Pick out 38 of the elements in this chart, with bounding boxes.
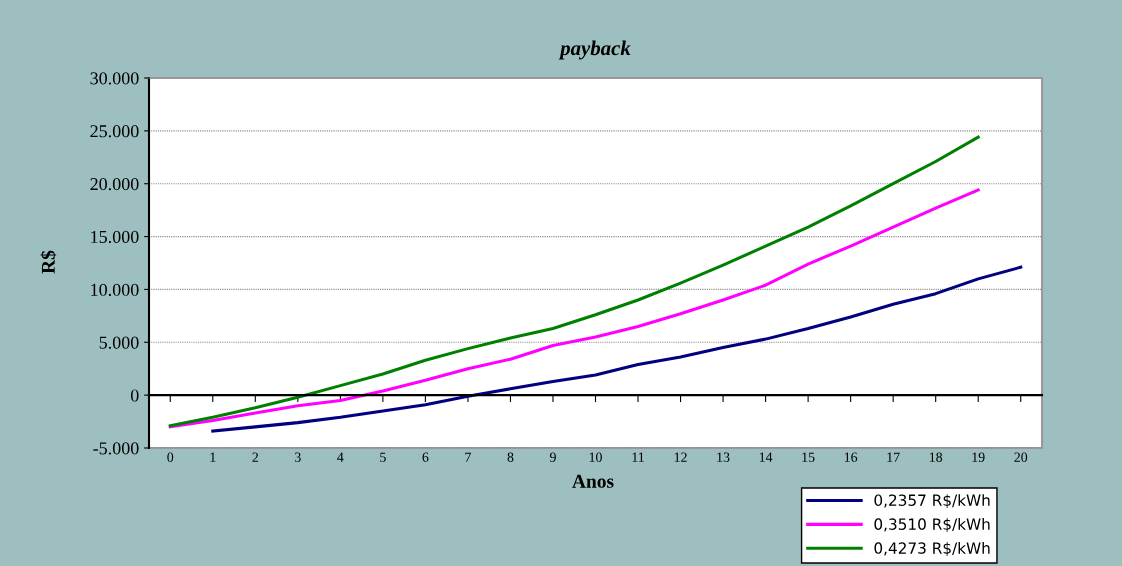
x-tick-label: 14 [759,452,773,462]
line-series [168,135,980,428]
x-tick-label: 6 [422,452,429,462]
y-tick-label: 20.000 [90,177,139,191]
x-tick-label: 17 [887,452,900,462]
legend-label: 0,4273 R$/kWh [874,542,990,556]
x-tick-label: 1 [210,452,216,462]
x-tick-label: 4 [337,452,344,462]
legend-label: 0,2357 R$/kWh [874,494,990,508]
line-series [168,188,980,429]
y-tick-label: 30.000 [90,72,139,85]
x-tick-label: 16 [844,452,858,462]
x-tick-label: 0 [167,452,174,462]
x-tick-label: 12 [674,452,687,462]
x-tick-label: 15 [802,452,815,462]
x-tick-label: 7 [465,452,471,462]
x-tick-label: 10 [589,452,602,462]
x-tick-label: 8 [507,452,514,462]
y-tick-label: 0 [130,389,139,402]
x-tick-label: 19 [972,452,985,462]
line-series [211,265,1023,433]
y-tick-label: 10.000 [91,283,139,296]
x-tick-label: 2 [252,452,259,462]
x-tick-label: 11 [632,452,644,462]
x-tick-label: 3 [295,452,301,462]
chart-title: payback [558,40,631,60]
y-tick-label: 25.000 [90,125,139,138]
x-axis-title: Anos [572,474,614,488]
x-tick-label: 20 [1014,452,1028,462]
y-tick-label: -5.000 [93,442,139,455]
legend-label: 0,3510 R$/kWh [874,518,990,532]
x-tick-label: 5 [380,452,386,462]
x-tick-label: 18 [929,452,943,462]
y-axis-title: R$ [40,250,57,274]
x-tick-label: 13 [717,452,730,462]
y-tick-label: 15.000 [91,230,139,244]
x-tick-label: 9 [549,452,556,462]
y-tick-label: 5.000 [99,336,139,349]
